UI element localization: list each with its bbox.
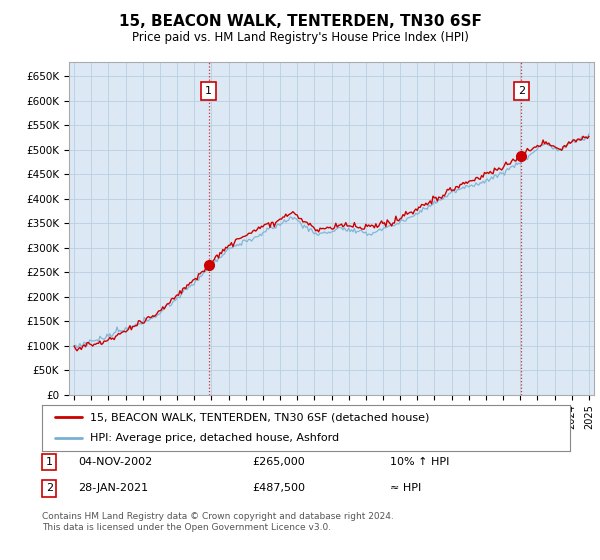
Text: 04-NOV-2002: 04-NOV-2002 — [78, 457, 152, 467]
Text: Contains HM Land Registry data © Crown copyright and database right 2024.
This d: Contains HM Land Registry data © Crown c… — [42, 512, 394, 532]
Text: 1: 1 — [205, 86, 212, 96]
Text: 1: 1 — [46, 457, 53, 467]
Text: 10% ↑ HPI: 10% ↑ HPI — [390, 457, 449, 467]
Text: Price paid vs. HM Land Registry's House Price Index (HPI): Price paid vs. HM Land Registry's House … — [131, 31, 469, 44]
Text: 15, BEACON WALK, TENTERDEN, TN30 6SF: 15, BEACON WALK, TENTERDEN, TN30 6SF — [119, 14, 481, 29]
Text: 2: 2 — [518, 86, 525, 96]
Text: 28-JAN-2021: 28-JAN-2021 — [78, 483, 148, 493]
Text: 2: 2 — [46, 483, 53, 493]
Text: 15, BEACON WALK, TENTERDEN, TN30 6SF (detached house): 15, BEACON WALK, TENTERDEN, TN30 6SF (de… — [89, 412, 429, 422]
Text: £265,000: £265,000 — [252, 457, 305, 467]
Text: ≈ HPI: ≈ HPI — [390, 483, 421, 493]
Text: HPI: Average price, detached house, Ashford: HPI: Average price, detached house, Ashf… — [89, 433, 338, 444]
Text: £487,500: £487,500 — [252, 483, 305, 493]
